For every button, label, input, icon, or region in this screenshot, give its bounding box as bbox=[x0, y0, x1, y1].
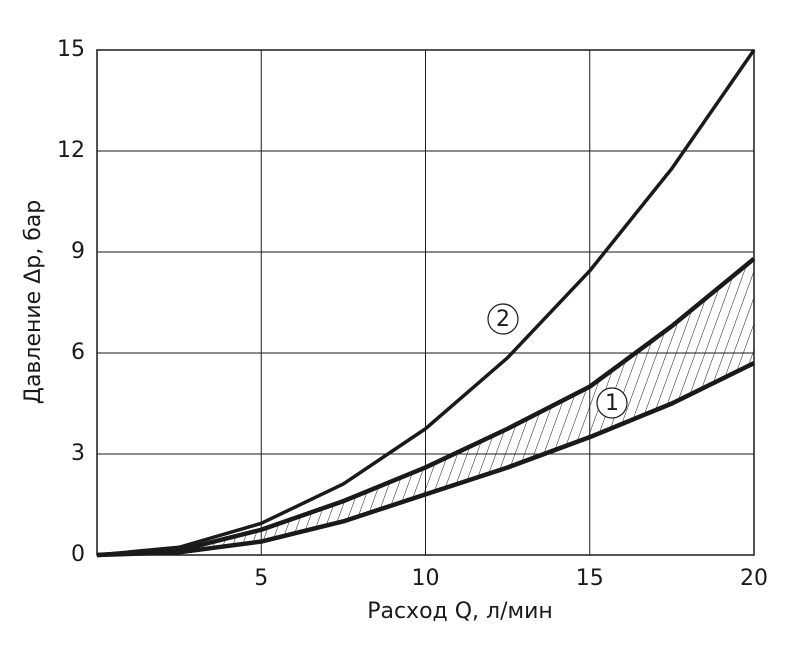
x-tick-label: 5 bbox=[254, 566, 268, 591]
series-label: 1 bbox=[605, 391, 619, 416]
x-tick-label: 15 bbox=[576, 566, 604, 591]
y-tick-label: 3 bbox=[71, 441, 85, 466]
y-tick-label: 9 bbox=[71, 239, 85, 264]
label-circle bbox=[596, 387, 628, 419]
label-circle bbox=[487, 303, 519, 335]
y-axis-label: Давление Δр, бар bbox=[21, 200, 46, 404]
y-tick-label: 6 bbox=[71, 340, 85, 365]
line-series bbox=[96, 49, 756, 557]
y-tick-label: 0 bbox=[71, 542, 85, 567]
x-tick-label: 10 bbox=[412, 566, 440, 591]
x-tick-label: 20 bbox=[740, 566, 768, 591]
line-series bbox=[96, 256, 756, 558]
y-tick-label: 12 bbox=[57, 138, 85, 163]
x-axis-label: Расход Q, л/мин bbox=[367, 599, 553, 624]
series-label: 2 bbox=[496, 307, 510, 332]
line-series bbox=[96, 361, 755, 558]
y-tick-label: 15 bbox=[57, 37, 85, 62]
